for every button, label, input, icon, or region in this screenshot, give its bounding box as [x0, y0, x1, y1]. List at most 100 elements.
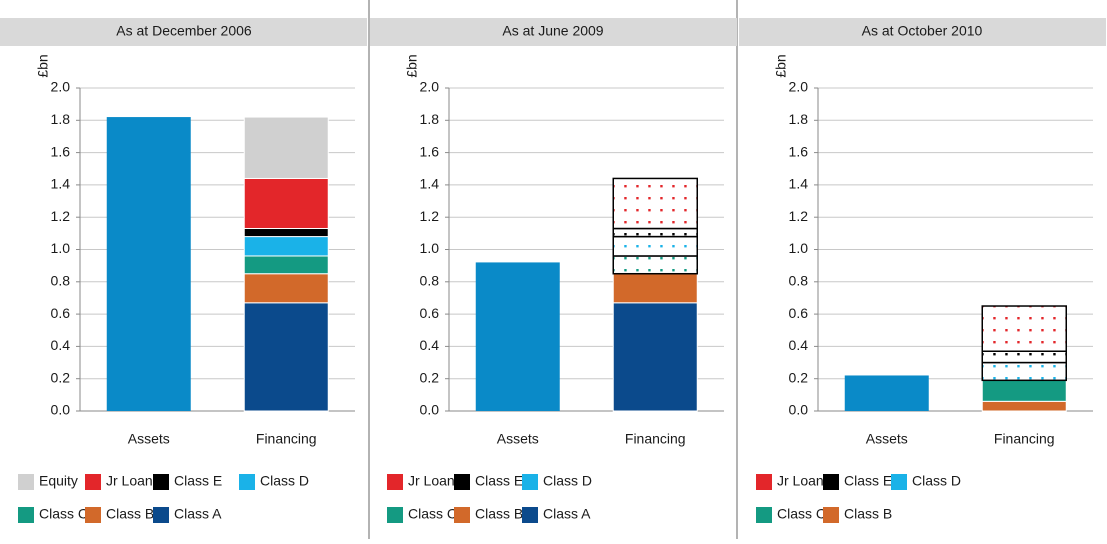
x-tick-label: Assets [866, 431, 908, 447]
y-tick-label: 1.0 [420, 240, 440, 256]
legend-swatch [85, 474, 101, 490]
bar-segment [243, 273, 329, 304]
legend-label: Class A [543, 506, 591, 522]
y-tick-label: 1.2 [789, 208, 809, 224]
bar-segment [612, 177, 698, 230]
legend-swatch [153, 474, 169, 490]
bar-segment [981, 379, 1067, 402]
legend-swatch [454, 507, 470, 523]
legend-swatch [387, 507, 403, 523]
legend-swatch [387, 474, 403, 490]
y-tick-label: 1.4 [51, 176, 71, 192]
bar-segment [243, 116, 329, 179]
bar-segment [612, 235, 698, 257]
y-tick-label: 1.8 [51, 111, 71, 127]
legend-label: Jr Loan [106, 473, 153, 489]
legend-label: Class D [260, 473, 309, 489]
panel-header [370, 18, 737, 46]
legend-swatch [18, 474, 34, 490]
y-tick-label: 0.8 [420, 273, 440, 289]
legend-swatch [522, 507, 538, 523]
panel-title: As at June 2009 [502, 23, 603, 39]
bar-segment [612, 255, 698, 275]
legend-label: Class C [777, 506, 826, 522]
legend-swatch [756, 507, 772, 523]
legend-label: Class A [174, 506, 222, 522]
legend-swatch [756, 474, 772, 490]
y-tick-label: 0.4 [51, 337, 71, 353]
legend-swatch [823, 507, 839, 523]
y-tick-label: 0.0 [420, 402, 440, 418]
legend-label: Class B [106, 506, 154, 522]
panel-header [0, 18, 367, 46]
y-tick-label: 0.0 [789, 402, 809, 418]
y-tick-label: 0.6 [789, 305, 809, 321]
y-tick-label: 2.0 [51, 79, 71, 95]
bar-segment [243, 255, 329, 275]
legend-label: Class C [39, 506, 88, 522]
y-axis-title: £bn [35, 54, 51, 77]
y-tick-label: 0.6 [51, 305, 71, 321]
legend-label: Class E [844, 473, 892, 489]
y-tick-label: 1.0 [789, 240, 809, 256]
legend-swatch [454, 474, 470, 490]
x-tick-label: Financing [625, 431, 686, 447]
y-tick-label: 1.4 [420, 176, 440, 192]
y-tick-label: 0.2 [789, 369, 809, 385]
legend-swatch [239, 474, 255, 490]
y-tick-label: 1.6 [51, 143, 71, 159]
y-tick-label: 1.6 [420, 143, 440, 159]
legend-label: Equity [39, 473, 78, 489]
y-tick-label: 0.6 [420, 305, 440, 321]
legend-label: Class E [475, 473, 523, 489]
bar [106, 117, 191, 411]
panel-title: As at December 2006 [116, 23, 252, 39]
bar [844, 375, 929, 411]
panel-title: As at October 2010 [862, 23, 983, 39]
y-axis-title: £bn [773, 54, 789, 77]
legend-swatch [85, 507, 101, 523]
bar-segment [612, 302, 698, 412]
y-tick-label: 1.2 [420, 208, 440, 224]
x-tick-label: Assets [497, 431, 539, 447]
bar-segment [243, 228, 329, 238]
y-tick-label: 0.4 [420, 337, 440, 353]
bar-segment [243, 236, 329, 257]
legend-label: Class B [475, 506, 523, 522]
x-tick-label: Assets [128, 431, 170, 447]
panel-header [739, 18, 1106, 46]
legend-label: Class D [543, 473, 592, 489]
bar-segment [612, 273, 698, 304]
legend-swatch [153, 507, 169, 523]
bar [475, 262, 560, 411]
legend-swatch [823, 474, 839, 490]
legend-swatch [891, 474, 907, 490]
legend-label: Class D [912, 473, 961, 489]
x-tick-label: Financing [994, 431, 1055, 447]
bar-segment [243, 177, 329, 230]
y-tick-label: 0.2 [420, 369, 440, 385]
y-tick-label: 0.8 [51, 273, 71, 289]
y-tick-label: 1.8 [420, 111, 440, 127]
legend-label: Jr Loan [408, 473, 455, 489]
x-tick-label: Financing [256, 431, 317, 447]
legend-label: Jr Loan [777, 473, 824, 489]
legend-label: Class E [174, 473, 222, 489]
bar-segment [981, 400, 1067, 412]
y-tick-label: 1.8 [789, 111, 809, 127]
legend-label: Class C [408, 506, 457, 522]
bar-segment [612, 227, 698, 238]
y-axis-title: £bn [404, 54, 420, 77]
y-tick-label: 0.8 [789, 273, 809, 289]
y-tick-label: 1.4 [789, 176, 809, 192]
legend-label: Class B [844, 506, 892, 522]
y-tick-label: 0.4 [789, 337, 809, 353]
y-tick-label: 2.0 [420, 79, 440, 95]
y-tick-label: 0.2 [51, 369, 71, 385]
y-tick-label: 0.0 [51, 402, 71, 418]
y-tick-label: 1.2 [51, 208, 71, 224]
y-tick-label: 1.6 [789, 143, 809, 159]
legend-swatch [522, 474, 538, 490]
bar-segment [981, 361, 1067, 382]
